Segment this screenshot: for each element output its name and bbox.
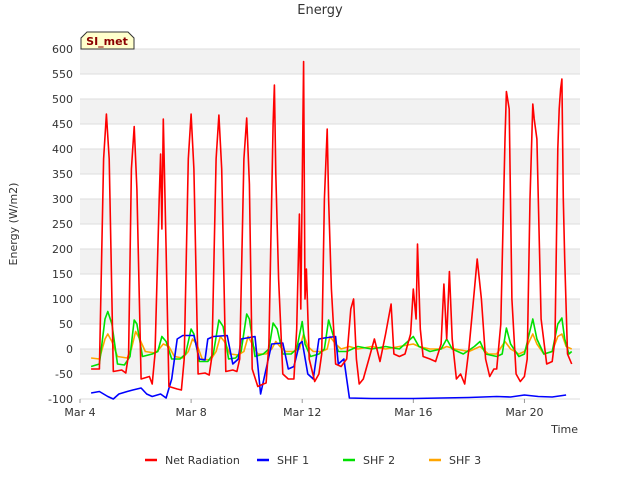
x-axis-ticks: Mar 4 Mar 8 Mar 12 Mar 16 Mar 20 bbox=[64, 399, 544, 419]
plot-band bbox=[80, 299, 580, 324]
legend-label-shf-2: SHF 2 bbox=[363, 454, 395, 467]
y-tick-label: -50 bbox=[55, 368, 73, 381]
y-tick-label: 500 bbox=[52, 93, 73, 106]
x-tick-label: Mar 8 bbox=[175, 406, 206, 419]
x-tick-label: Mar 12 bbox=[283, 406, 321, 419]
y-tick-label: 150 bbox=[52, 268, 73, 281]
y-tick-label: 300 bbox=[52, 193, 73, 206]
site-badge: SI_met bbox=[80, 31, 135, 50]
y-tick-label: 200 bbox=[52, 243, 73, 256]
legend-label-shf-3: SHF 3 bbox=[449, 454, 481, 467]
y-tick-label: 550 bbox=[52, 68, 73, 81]
x-tick-label: Mar 4 bbox=[64, 406, 95, 419]
y-tick-label: 600 bbox=[52, 43, 73, 56]
series-line-net-radiation bbox=[91, 60, 573, 391]
series-line-shf-1 bbox=[90, 334, 567, 400]
site-badge-label: SI_met bbox=[86, 35, 128, 48]
legend-label-net-radiation: Net Radiation bbox=[165, 454, 240, 467]
y-tick-label: 50 bbox=[59, 318, 73, 331]
legend-label-shf-1: SHF 1 bbox=[277, 454, 309, 467]
plot-band bbox=[80, 74, 580, 99]
x-tick-label: Mar 16 bbox=[394, 406, 432, 419]
plot-band bbox=[80, 374, 580, 399]
x-axis-label: Time bbox=[550, 423, 578, 436]
y-tick-label: 450 bbox=[52, 118, 73, 131]
y-axis-ticks: -100 -50 0 50 100 150 200 250 300 350 400 450 500 550… bbox=[48, 43, 73, 406]
plot-band bbox=[80, 49, 580, 74]
y-tick-label: 250 bbox=[52, 218, 73, 231]
series-lines bbox=[90, 60, 573, 400]
y-axis-label: Energy (W/m2) bbox=[7, 183, 20, 266]
x-tick-label: Mar 20 bbox=[505, 406, 543, 419]
plot-band bbox=[80, 174, 580, 199]
y-tick-label: 100 bbox=[52, 293, 73, 306]
site-badge-box bbox=[80, 31, 135, 50]
y-tick-label: 350 bbox=[52, 168, 73, 181]
plot-band bbox=[80, 274, 580, 299]
y-tick-label: 400 bbox=[52, 143, 73, 156]
chart-title: Energy bbox=[297, 3, 343, 18]
legend: Net Radiation SHF 1 SHF 2 SHF 3 bbox=[145, 454, 481, 467]
series-line-shf-2 bbox=[90, 310, 573, 368]
y-tick-label: -100 bbox=[48, 393, 73, 406]
y-tick-label: 0 bbox=[66, 343, 73, 356]
